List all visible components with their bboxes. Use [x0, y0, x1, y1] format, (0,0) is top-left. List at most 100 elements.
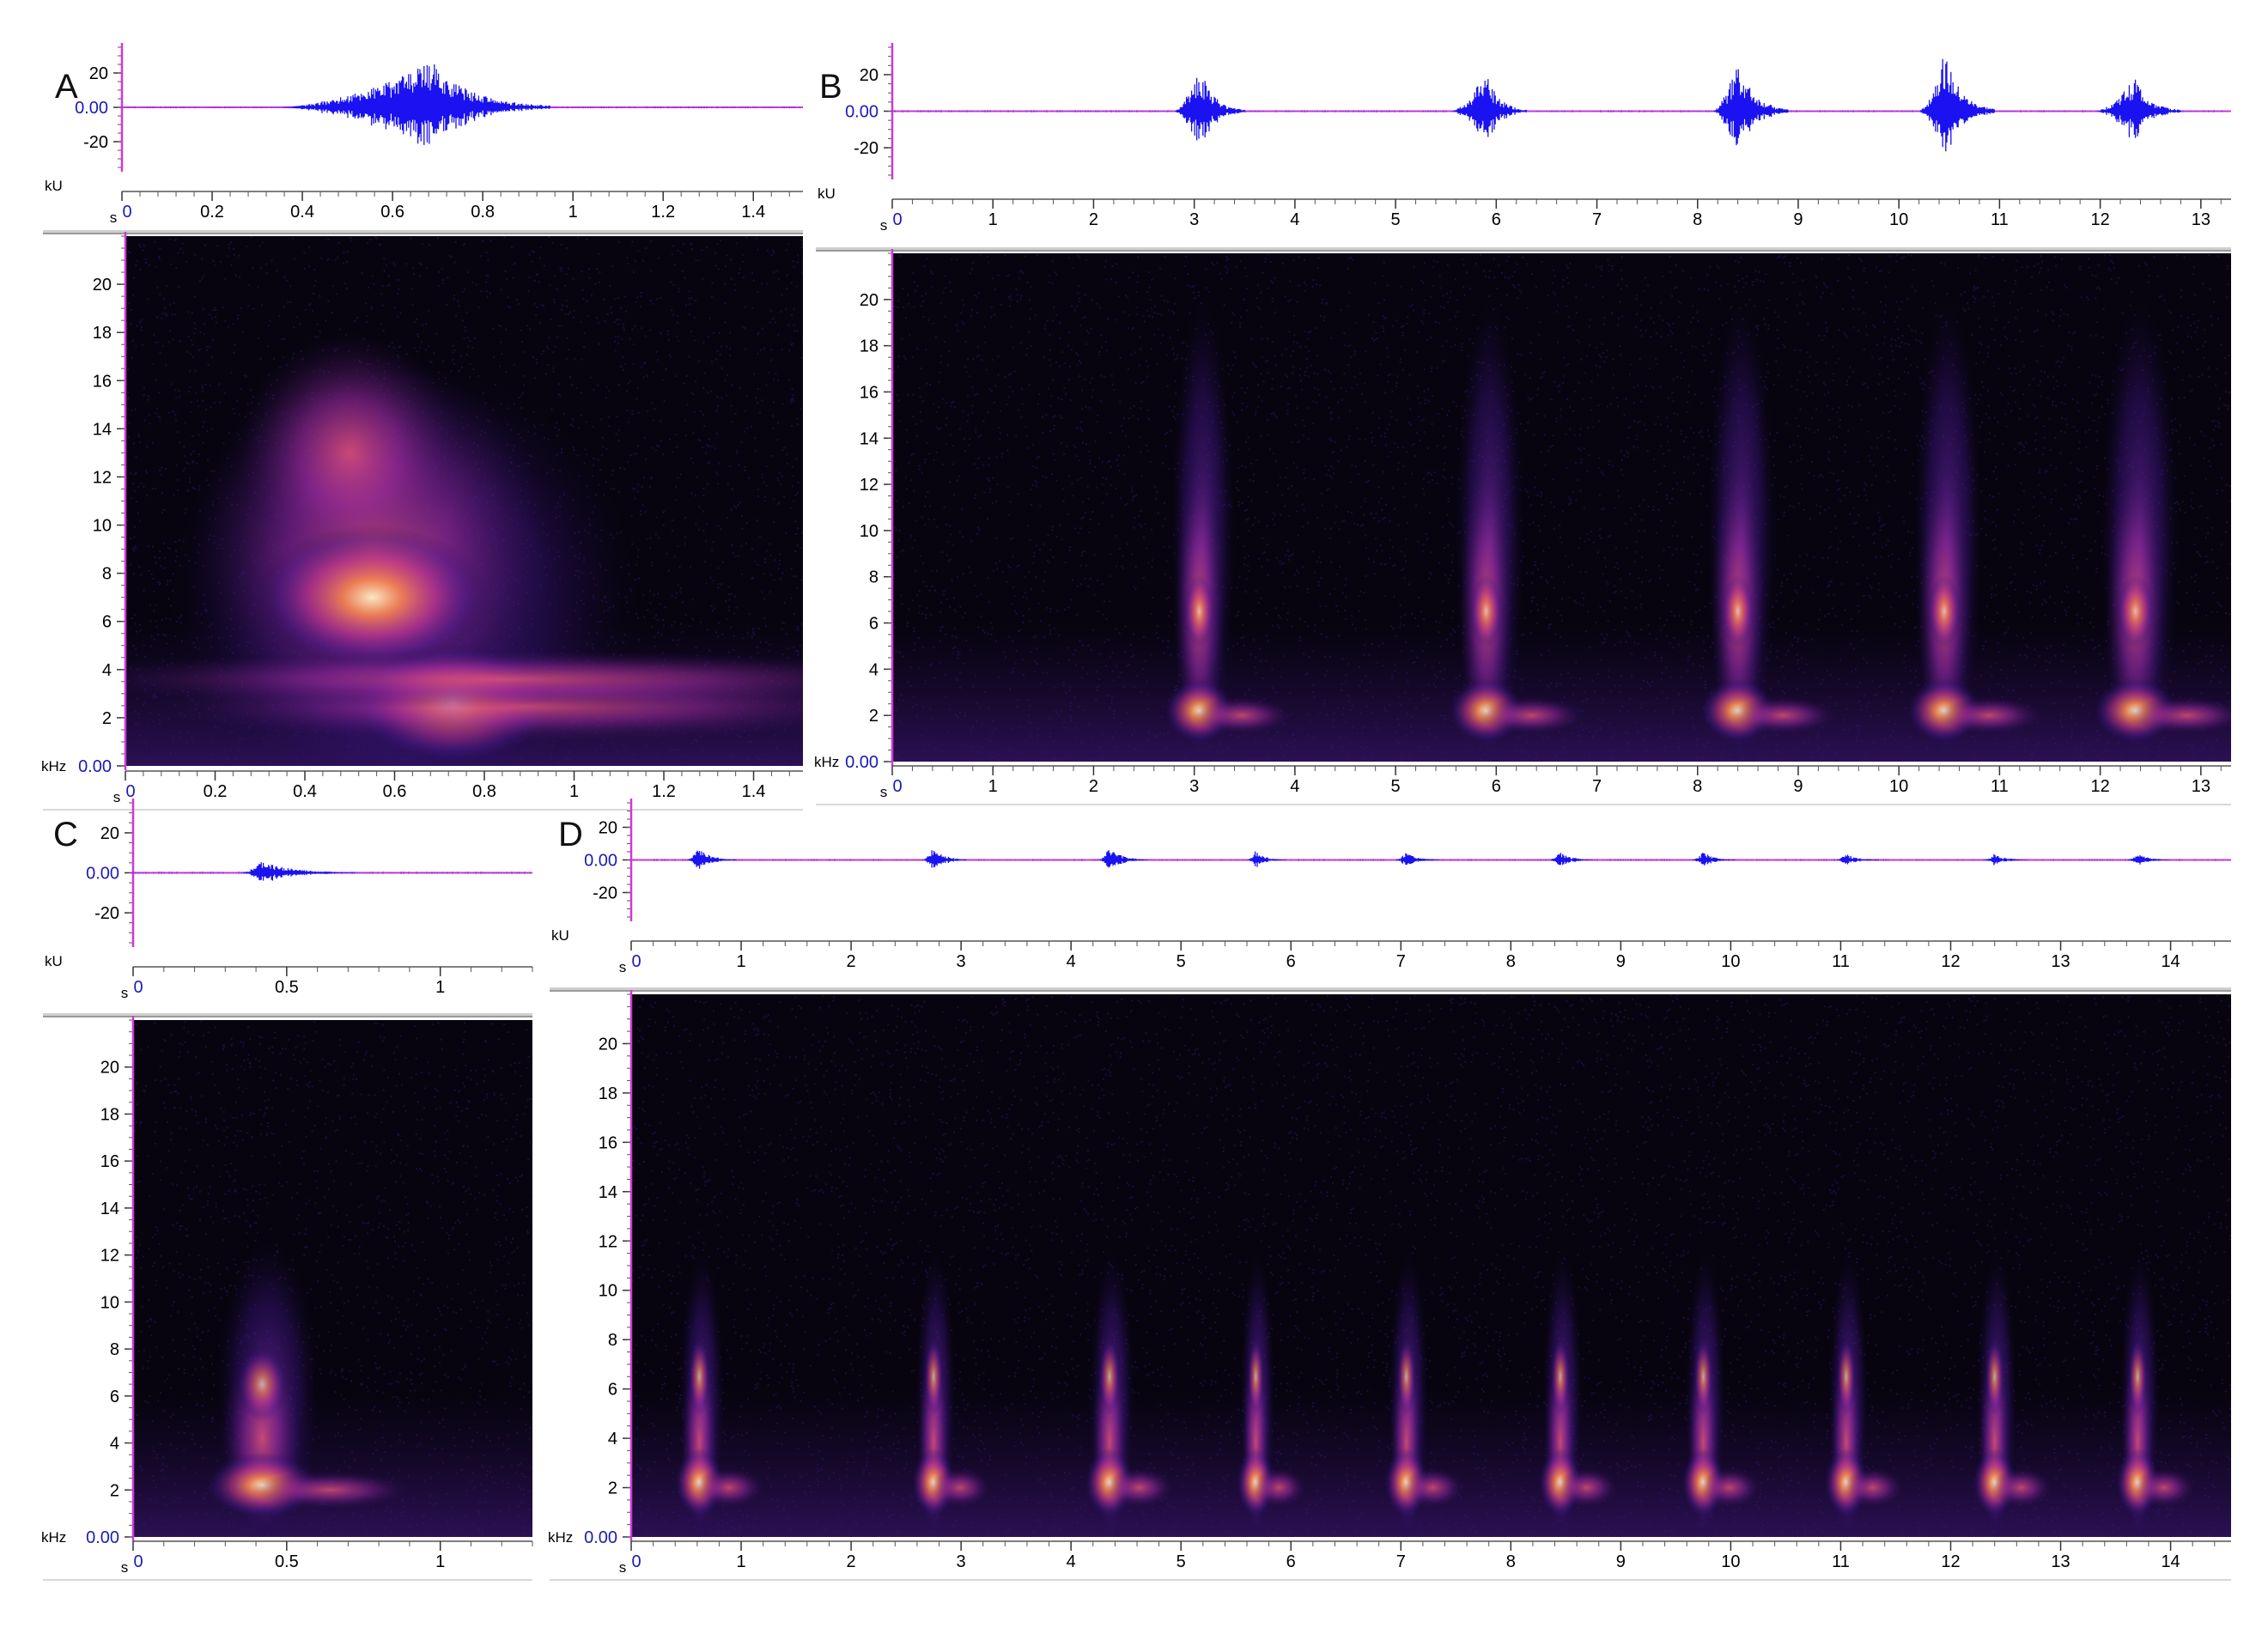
y-tick-label: 2 — [869, 707, 879, 726]
x-tick-label: 3 — [1189, 777, 1199, 796]
x-tick-label: 6 — [1492, 777, 1501, 796]
x-unit-label: s — [880, 784, 888, 800]
waveform-trace — [240, 862, 355, 881]
x-tick-label: 0 — [125, 782, 135, 801]
x-tick-label: 13 — [2192, 777, 2210, 796]
call-tail — [1937, 696, 2043, 734]
x-tick-label: 11 — [1991, 210, 2009, 229]
x-tick-label: 1 — [736, 1552, 745, 1571]
x-tick-label: 10 — [1721, 952, 1740, 971]
panel-separator — [43, 233, 803, 234]
x-tick-label: 0.8 — [471, 203, 495, 222]
y-tick-label: 6 — [110, 1388, 119, 1406]
y-unit-label: kU — [45, 178, 63, 194]
y-tick-label: 0.00 — [584, 1528, 617, 1547]
y-tick-label: 14 — [599, 1183, 617, 1202]
call-harmonic — [1927, 574, 1961, 649]
x-tick-label: 11 — [1991, 777, 2009, 796]
waveform-trace — [922, 850, 967, 868]
panel-bottom-rule — [816, 804, 2231, 805]
waveform-trace — [1174, 77, 1245, 141]
x-tick-label: 12 — [1941, 1552, 1960, 1571]
x-tick-label: 9 — [1616, 1552, 1626, 1571]
call-harmonic — [1836, 1337, 1857, 1417]
call-harmonic — [1469, 574, 1503, 649]
y-tick-label: 16 — [100, 1152, 119, 1171]
waveform-burst — [1451, 79, 1527, 137]
call-tail — [1555, 1467, 1618, 1508]
call-harmonic — [2116, 574, 2155, 649]
y-tick-label: 18 — [599, 1084, 617, 1103]
call-harmonic — [1550, 1337, 1571, 1417]
x-tick-label: 7 — [1396, 952, 1406, 971]
spectrogram-plot — [892, 253, 2231, 762]
y-tick-label: 18 — [93, 324, 112, 343]
spectrogram-plot — [631, 994, 2231, 1537]
x-tick-label: 7 — [1592, 210, 1602, 229]
call-tail — [1841, 1467, 1904, 1508]
call-harmonic — [1098, 1337, 1121, 1417]
y-tick-label: -20 — [854, 139, 879, 158]
y-tick-label: 20 — [599, 819, 617, 838]
waveform-burst — [1549, 853, 1594, 866]
y-unit-label: kU — [45, 953, 63, 969]
call-tail — [694, 1467, 764, 1508]
x-tick-label: 2 — [847, 952, 856, 971]
panel-separator — [43, 230, 803, 233]
y-tick-label: 2 — [608, 1479, 617, 1498]
y-unit-label: kHz — [814, 754, 839, 770]
x-tick-label: 1 — [569, 203, 578, 222]
y-tick-label: 18 — [860, 337, 879, 356]
x-tick-label: 5 — [1391, 777, 1401, 796]
y-tick-label: 0.00 — [845, 753, 879, 772]
x-tick-label: 0.6 — [380, 203, 404, 222]
waveform-burst — [1919, 58, 1995, 152]
y-tick-label: 10 — [599, 1282, 617, 1301]
y-tick-label: 20 — [89, 64, 108, 83]
waveform-A: 20 0.00 -20 kU 0 0.2 0.4 0.6 0.8 1 1.2 1.4 s — [45, 43, 803, 226]
x-tick-label: 4 — [1067, 1552, 1076, 1571]
x-tick-label: 13 — [2192, 210, 2210, 229]
y-tick-label: 8 — [869, 568, 879, 587]
waveform-burst — [282, 64, 550, 145]
x-tick-label: 0 — [133, 978, 143, 997]
x-tick-label: 10 — [1889, 210, 1908, 229]
noise-floor — [892, 623, 2231, 762]
y-tick-label: 0.00 — [78, 757, 112, 776]
panel-separator — [43, 1013, 532, 1016]
waveform-burst — [2095, 79, 2182, 138]
x-unit-label: s — [110, 210, 118, 226]
y-tick-label: 20 — [100, 1059, 119, 1078]
y-tick-label: 14 — [100, 1200, 119, 1218]
panel-letter-C: C — [53, 816, 78, 853]
waveform-trace — [1098, 850, 1149, 868]
y-tick-label: 6 — [869, 615, 879, 634]
waveform-burst — [1984, 853, 2028, 866]
y-unit-label: kU — [551, 927, 569, 944]
x-tick-label: 4 — [1290, 210, 1299, 229]
waveform-burst — [240, 862, 355, 881]
y-tick-label: 6 — [608, 1381, 617, 1400]
y-tick-label: 12 — [860, 476, 879, 495]
x-tick-label: 1 — [435, 978, 445, 997]
y-tick-label: 16 — [860, 383, 879, 402]
waveform-trace — [1919, 58, 1995, 152]
noise-floor — [631, 1388, 2231, 1537]
x-tick-label: 1 — [435, 1552, 445, 1571]
call-harmonic — [2127, 1337, 2148, 1417]
panel-bottom-rule — [43, 809, 803, 811]
x-tick-label: 10 — [1889, 777, 1908, 796]
call-tail — [2133, 1467, 2195, 1508]
call-harmonic — [237, 1346, 288, 1422]
call-harmonic — [923, 1337, 944, 1417]
spectrogram-plot — [125, 236, 803, 766]
x-tick-label: 1.2 — [652, 782, 676, 801]
y-tick-label: 18 — [100, 1105, 119, 1124]
waveform-noise — [121, 106, 803, 109]
spectrogram-plot — [133, 1020, 532, 1537]
y-tick-label: 0.00 — [86, 1528, 119, 1547]
x-tick-label: 7 — [1592, 777, 1602, 796]
y-unit-label: kHz — [548, 1529, 573, 1546]
